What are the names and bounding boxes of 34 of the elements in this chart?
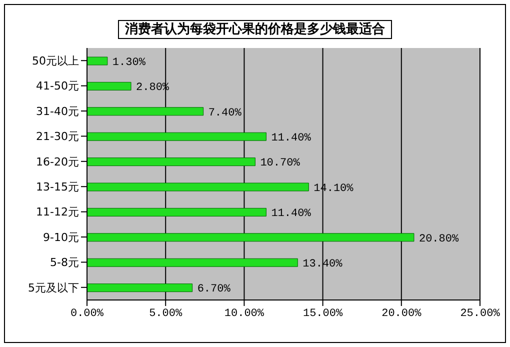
data-label: 10.70%: [260, 158, 300, 170]
bar: [87, 208, 266, 216]
bar: [87, 233, 414, 242]
x-tick-label: 5.00%: [149, 308, 182, 320]
y-tick-label: 50元以上: [32, 54, 79, 68]
bar: [87, 82, 132, 90]
y-tick-label: 31-40元: [36, 104, 79, 118]
y-tick-label: 5元及以下: [28, 281, 79, 294]
y-tick-label: 9-10元: [43, 230, 79, 244]
chart-title: 消费者认为每袋开心果的价格是多少钱最适合: [118, 20, 392, 39]
x-tick-label: 10.00%: [224, 308, 264, 320]
bar: [87, 284, 193, 292]
data-label: 6.70%: [197, 284, 231, 296]
y-tick-label: 41-50元: [36, 80, 79, 93]
y-tick-label: 13-15元: [36, 180, 79, 194]
bar: [87, 132, 266, 141]
data-label: 11.40%: [271, 208, 312, 220]
bar: [87, 56, 108, 66]
data-label: 11.40%: [271, 132, 312, 145]
bar: [87, 158, 256, 166]
data-label: 20.80%: [418, 233, 459, 246]
bar: [87, 258, 298, 267]
bar: [87, 107, 204, 116]
data-label: 1.30%: [112, 56, 146, 69]
y-tick-label: 21-30元: [36, 130, 79, 144]
x-tick-label: 15.00%: [302, 308, 343, 320]
x-tick-label: 0.00%: [70, 308, 104, 320]
y-tick-label: 16-20元: [36, 155, 79, 168]
y-tick-label: 11-12元: [36, 206, 79, 219]
data-label: 7.40%: [208, 107, 242, 120]
x-tick-label: 25.00%: [460, 308, 500, 320]
y-tick-label: 5-8元: [50, 256, 79, 270]
x-tick-label: 20.00%: [382, 308, 422, 320]
bar: [87, 182, 309, 192]
